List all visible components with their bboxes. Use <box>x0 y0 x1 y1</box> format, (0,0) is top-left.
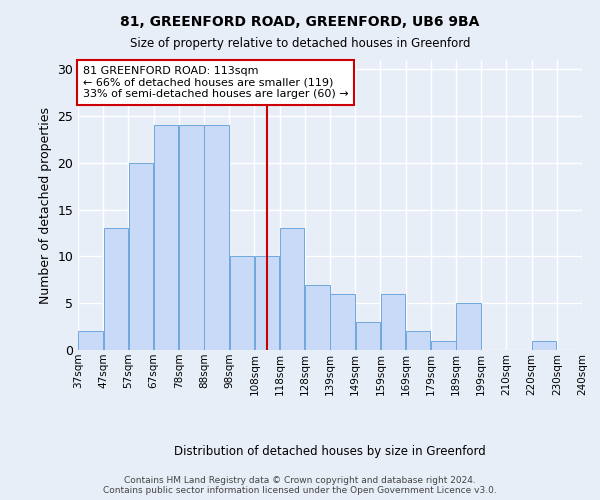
Text: 81, GREENFORD ROAD, GREENFORD, UB6 9BA: 81, GREENFORD ROAD, GREENFORD, UB6 9BA <box>121 15 479 29</box>
Bar <box>305 284 329 350</box>
Bar <box>356 322 380 350</box>
Text: Size of property relative to detached houses in Greenford: Size of property relative to detached ho… <box>130 38 470 51</box>
Y-axis label: Number of detached properties: Number of detached properties <box>39 106 52 304</box>
Bar <box>154 126 178 350</box>
X-axis label: Distribution of detached houses by size in Greenford: Distribution of detached houses by size … <box>174 445 486 458</box>
Text: 81 GREENFORD ROAD: 113sqm
← 66% of detached houses are smaller (119)
33% of semi: 81 GREENFORD ROAD: 113sqm ← 66% of detac… <box>83 66 349 99</box>
Bar <box>280 228 304 350</box>
Bar <box>205 126 229 350</box>
Bar <box>179 126 203 350</box>
Bar <box>255 256 279 350</box>
Bar <box>381 294 405 350</box>
Bar <box>331 294 355 350</box>
Bar <box>79 332 103 350</box>
Bar <box>431 340 455 350</box>
Bar <box>129 163 153 350</box>
Bar <box>406 332 430 350</box>
Bar <box>230 256 254 350</box>
Bar <box>104 228 128 350</box>
Bar <box>532 340 556 350</box>
Bar <box>457 303 481 350</box>
Text: Contains HM Land Registry data © Crown copyright and database right 2024.
Contai: Contains HM Land Registry data © Crown c… <box>103 476 497 495</box>
